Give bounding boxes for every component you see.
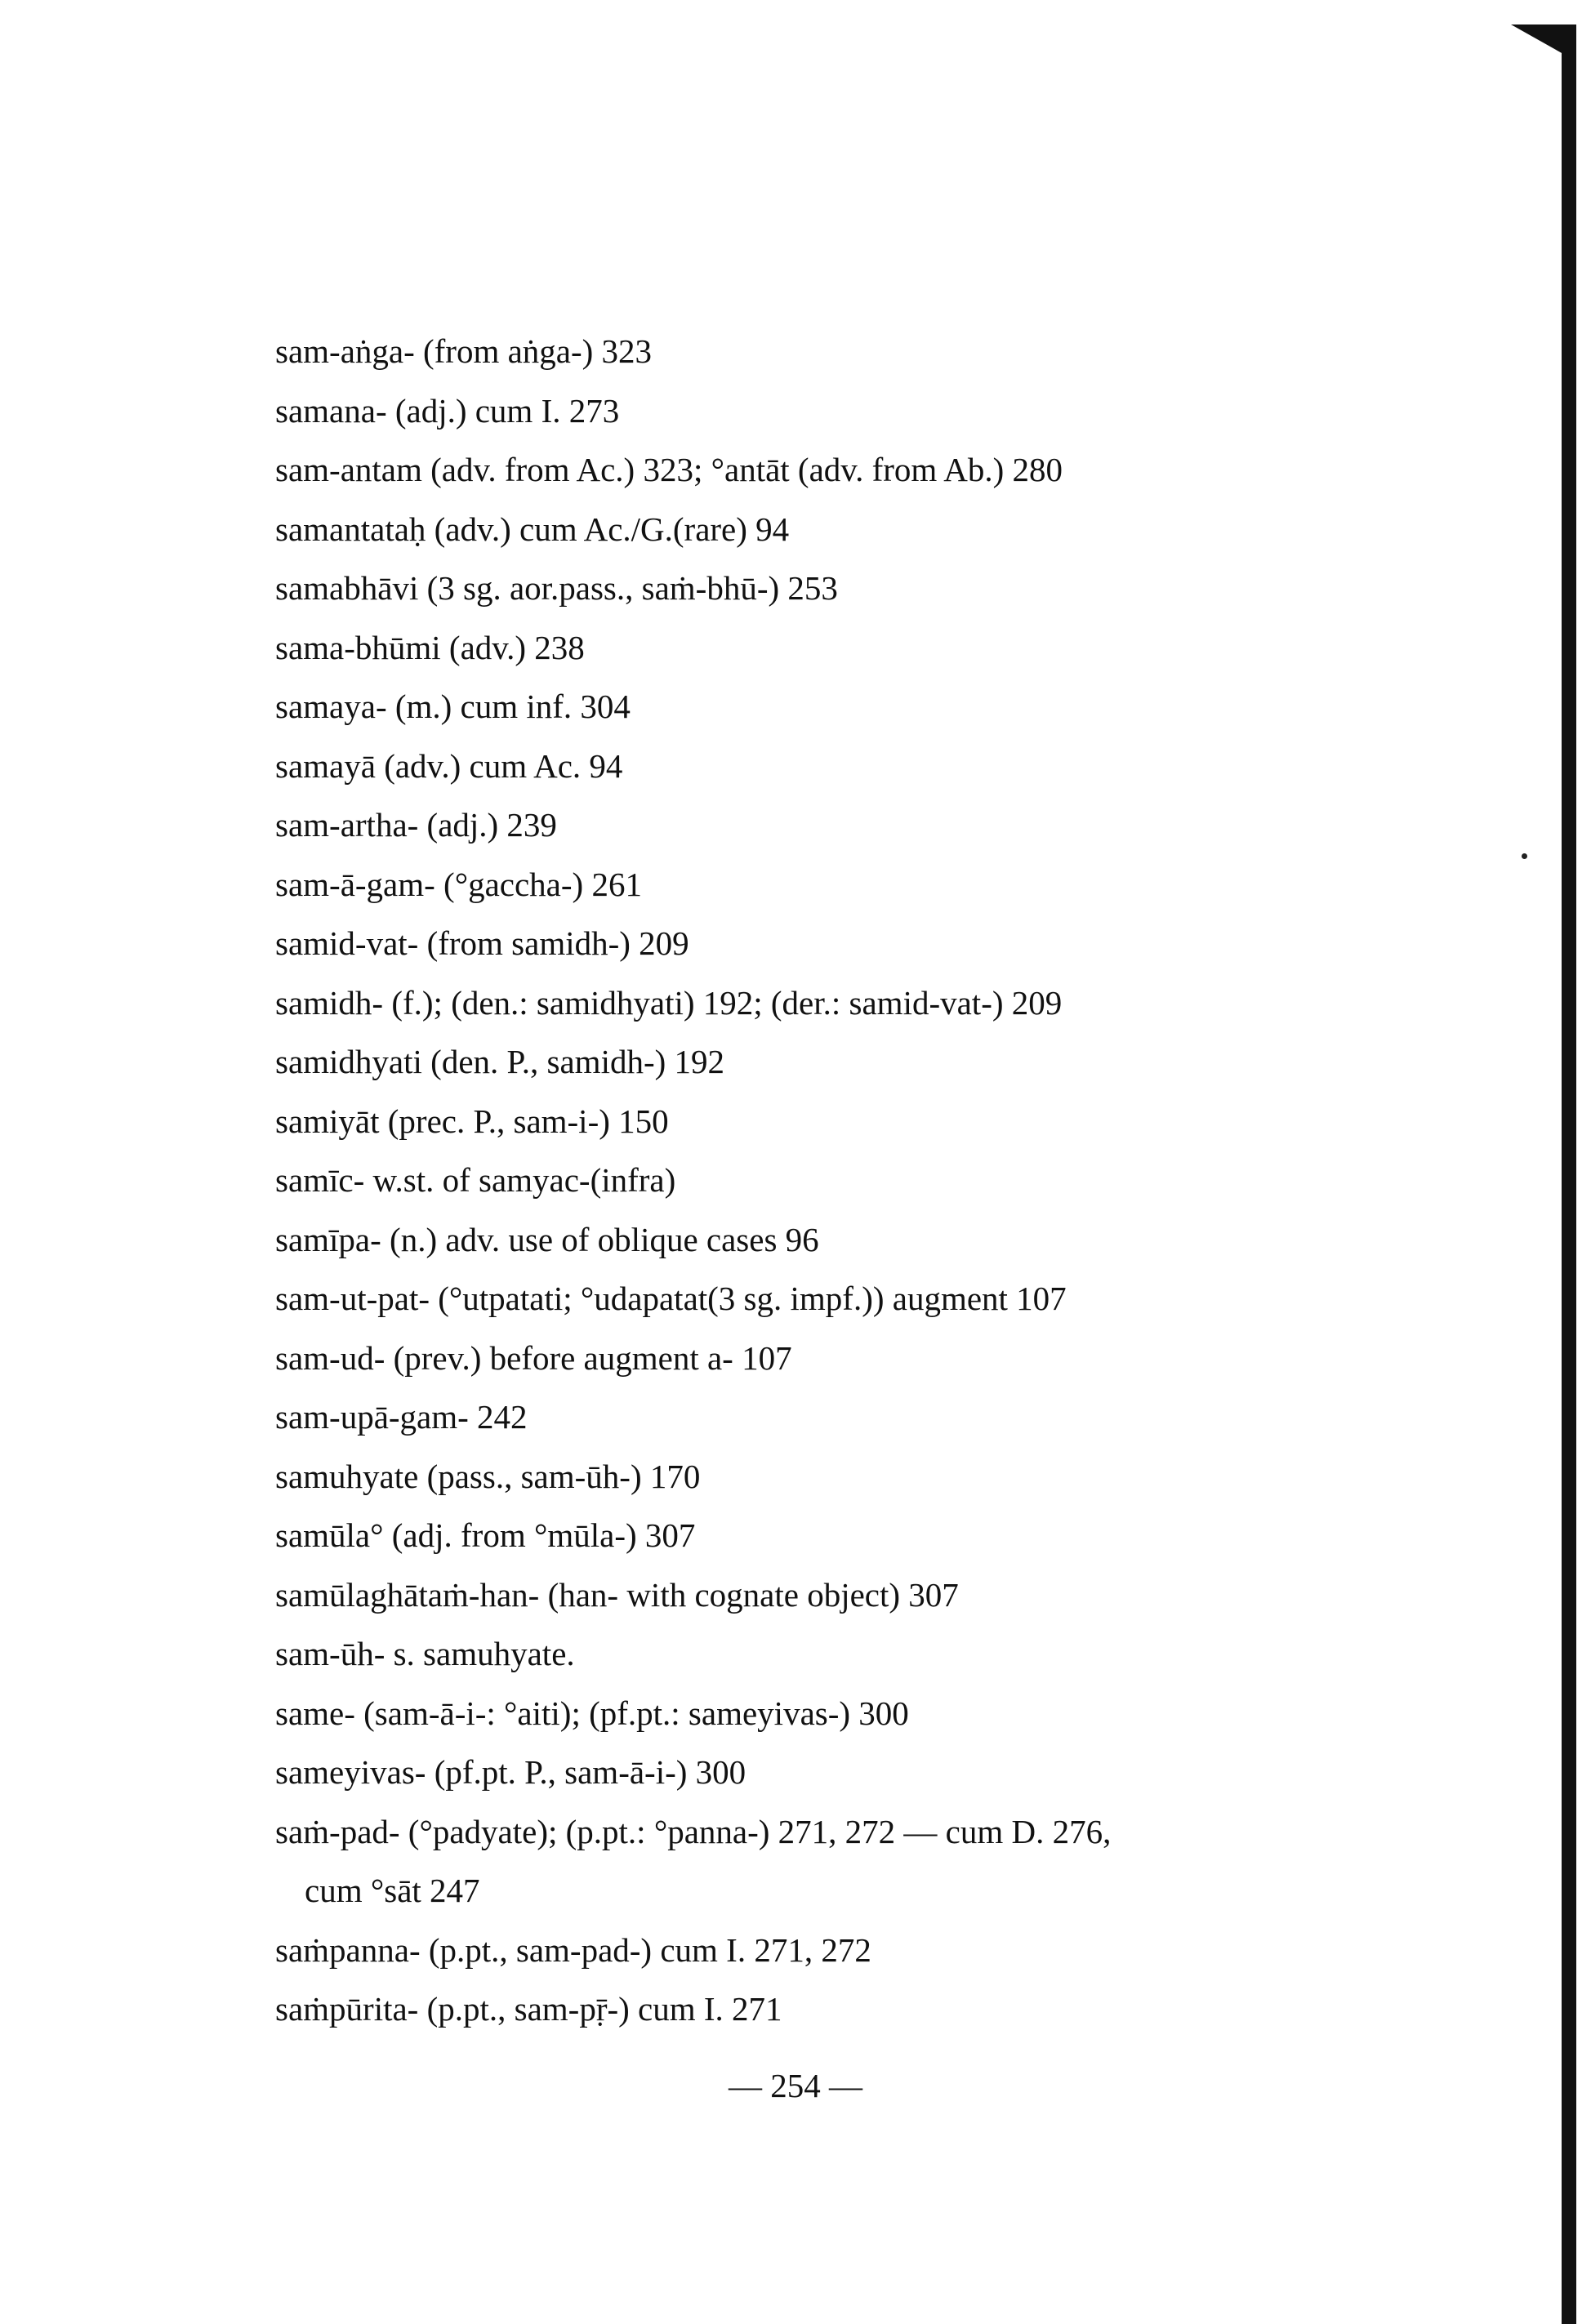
index-entry: sam-ut-pat- (°utpatati; °udapatat(3 sg. …	[275, 1280, 1067, 1317]
page-number: — 254 —	[729, 2067, 862, 2104]
index-entry: sam-ūh- s. samuhyate.	[275, 1635, 575, 1672]
index-entry: same- (sam-ā-i-: °aiti); (pf.pt.: sameyi…	[275, 1694, 909, 1732]
index-entry: samidh- (f.); (den.: samidhyati) 192; (d…	[275, 983, 1063, 1022]
index-entries: sam-aṅga- (from aṅga-) 323 samana- (adj.)…	[275, 331, 1111, 2048]
index-entry: sam-ud- (prev.) before augment a- 107	[275, 1338, 792, 1377]
index-entry: samabhāvi (3 sg. aor.pass., saṁ-bhū-) 25…	[275, 569, 838, 607]
index-entry: sama-bhūmi (adv.) 238	[275, 628, 585, 666]
index-entry: samayā (adv.) cum Ac. 94	[275, 746, 623, 785]
index-entry: samaya- (m.) cum inf. 304	[275, 688, 631, 725]
index-entry: saṁpūrita- (p.pt., sam-pṝ-) cum I. 271	[275, 1990, 782, 2028]
index-entry: saṁ-pad- (°padyate); (p.pt.: °panna-) 27…	[275, 1812, 1112, 1850]
speck	[1522, 853, 1527, 859]
index-entry: sam-artha- (adj.) 239	[275, 806, 557, 844]
index-entry: samīpa- (n.) adv. use of oblique cases 9…	[275, 1220, 819, 1258]
index-entry: samiyāt (prec. P., sam-i-) 150	[275, 1102, 669, 1140]
index-entry: saṁpanna- (p.pt., sam-pad-) cum I. 271, …	[275, 1930, 871, 1969]
index-entry: sam-aṅga- (from aṅga-) 323	[275, 332, 653, 370]
index-entry: sam-antam (adv. from Ac.) 323; °antāt (a…	[275, 451, 1063, 488]
index-entry: samantataḥ (adv.) cum Ac./G.(rare) 94	[275, 510, 790, 548]
index-entry: samūla° (adj. from °mūla-) 307	[275, 1516, 696, 1554]
index-entry: sameyivas- (pf.pt. P., sam-ā-i-) 300	[275, 1753, 746, 1791]
index-entry: samana- (adj.) cum I. 273	[275, 391, 620, 430]
index-entry: samuhyate (pass., sam-ūh-) 170	[275, 1457, 701, 1495]
index-entry: samidhyati (den. P., samidh-) 192	[275, 1043, 725, 1080]
index-entry: samid-vat- (from samidh-) 209	[275, 924, 689, 962]
index-entry: sam-ā-gam- (°gaccha-) 261	[275, 865, 642, 903]
index-entry-continuation: cum °sāt 247	[305, 1872, 480, 1909]
index-entry: samīc- w.st. of samyac-(infra)	[275, 1161, 676, 1199]
index-entry: samūlaghātaṁ-han- (han- with cognate obj…	[275, 1575, 959, 1614]
page-edge-shadow-bar	[1562, 24, 1576, 2324]
index-entry: sam-upā-gam- 242	[275, 1398, 528, 1436]
